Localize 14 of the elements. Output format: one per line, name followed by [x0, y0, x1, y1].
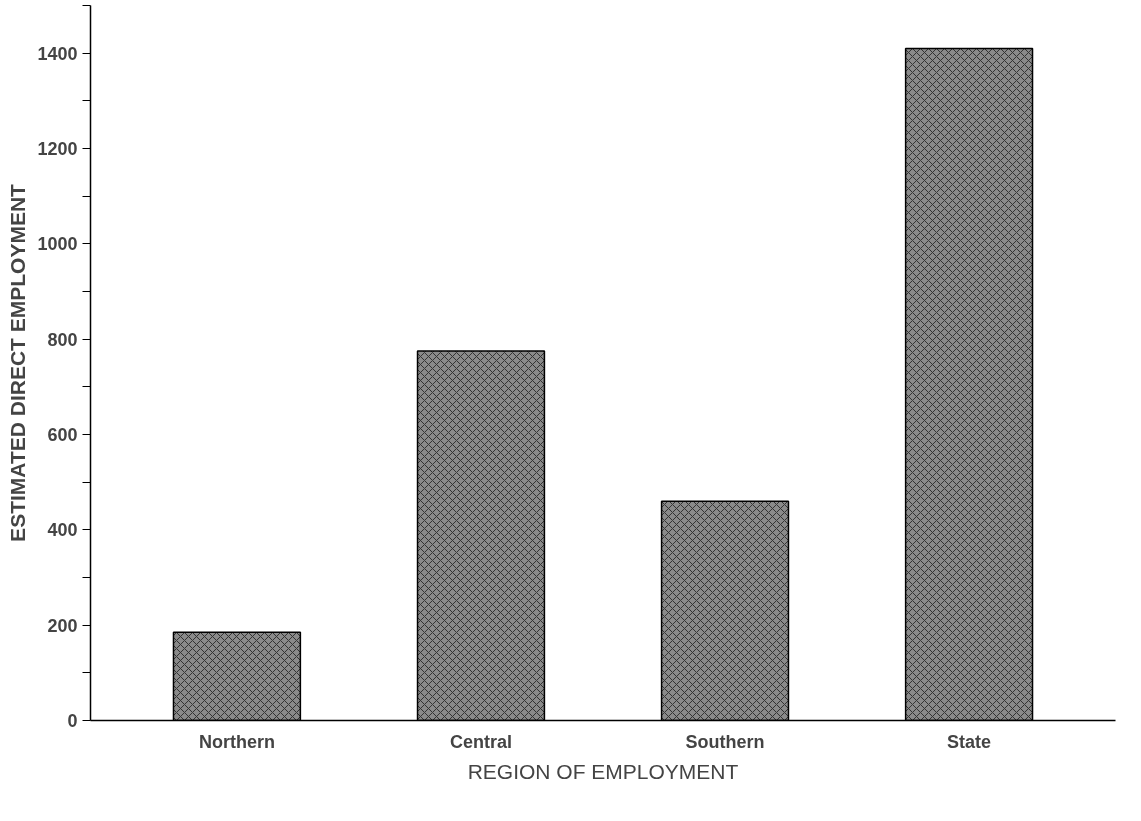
y-tick-label: 600: [47, 425, 78, 445]
y-tick-label: 800: [47, 329, 78, 350]
y-axis-title: ESTIMATED DIRECT EMPLOYMENT: [6, 183, 30, 542]
y-tick-label: 400: [47, 520, 78, 541]
x-tick-label: Central: [449, 731, 512, 752]
y-tick-label: 1200: [37, 139, 78, 159]
x-tick-label: State: [947, 731, 992, 752]
x-tick-label: Northern: [198, 731, 275, 752]
x-axis-title: REGION OF EMPLOYMENT: [467, 759, 739, 783]
y-tick-label: 1400: [37, 43, 78, 64]
y-tick-label: 1000: [37, 234, 78, 255]
y-tick-label: 0: [67, 711, 78, 731]
y-tick-label: 200: [47, 615, 78, 636]
x-tick-label: Southern: [685, 731, 765, 752]
